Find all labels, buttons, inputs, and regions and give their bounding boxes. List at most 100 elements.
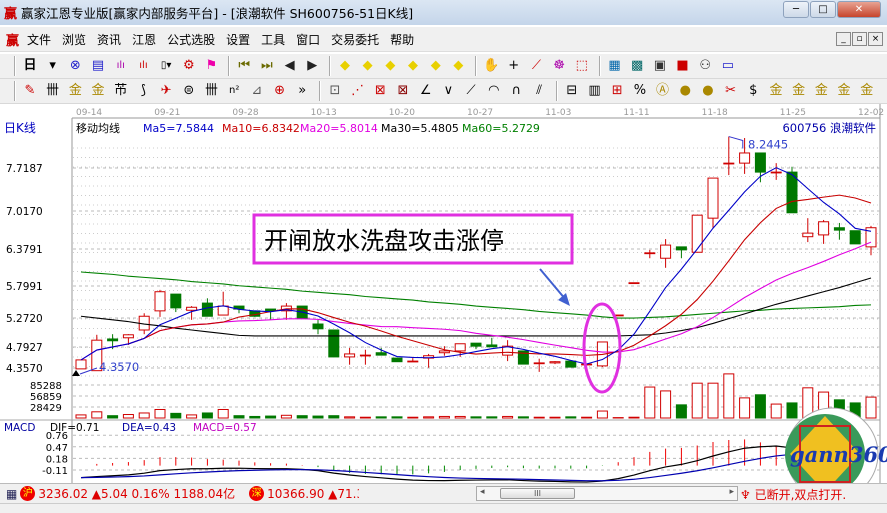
overlay-icon[interactable]: ⊗ <box>69 58 81 73</box>
calendar-icon[interactable]: ▦ <box>608 58 621 73</box>
gold3-icon[interactable]: 金 <box>769 83 783 98</box>
arc-icon[interactable]: ◠ <box>488 83 500 98</box>
menu-window[interactable]: 窗口 <box>296 32 321 47</box>
move-right-icon[interactable]: ◆ <box>362 58 373 73</box>
indicator3-icon[interactable]: ılı <box>116 60 125 71</box>
menu-file[interactable]: 文件 <box>27 32 52 47</box>
maximize-button[interactable]: □ <box>810 1 836 18</box>
target-icon[interactable]: ⊕ <box>274 83 286 98</box>
ticks-icon[interactable]: 卌 <box>46 83 60 98</box>
first-icon[interactable]: ⏮ <box>238 58 251 73</box>
calculator-icon[interactable]: ▦ <box>6 486 18 501</box>
v-icon[interactable]: ∨ <box>443 83 454 98</box>
zoom-h-icon[interactable]: ◆ <box>385 58 396 73</box>
document-icon[interactable]: ▤ <box>91 58 105 73</box>
gann-box-icon[interactable]: ⊠ <box>397 83 409 98</box>
stamp-icon[interactable]: ⬚ <box>575 58 588 73</box>
menu-gann[interactable]: 江恩 <box>132 32 157 47</box>
connection-status[interactable]: ♆ 已断开,双点打开. <box>740 486 846 503</box>
period-button[interactable]: 日 <box>23 58 37 73</box>
mdi-close-button[interactable]: × <box>868 32 883 46</box>
candle-body <box>802 232 814 238</box>
menu-help[interactable]: 帮助 <box>390 32 415 47</box>
speed-icon[interactable]: ⟋ <box>466 83 476 98</box>
channel-icon[interactable]: ⫽ <box>536 83 543 98</box>
candle-body <box>818 221 830 236</box>
next-icon[interactable]: ▶ <box>307 58 318 73</box>
zoom-all-icon[interactable]: ◆ <box>430 58 441 73</box>
crosshair-icon[interactable]: + <box>508 58 520 73</box>
horizontal-scrollbar[interactable]: ◂ III ▸ <box>476 486 738 501</box>
cycle-icon[interactable]: ∩ <box>511 83 522 98</box>
last-icon[interactable]: ⏭ <box>261 58 273 73</box>
scroll-thumb[interactable]: III <box>500 488 575 499</box>
scroll-right-icon[interactable]: ▸ <box>729 487 734 497</box>
shrink-h-icon[interactable]: ◆ <box>408 58 418 73</box>
gold-icon[interactable]: 金 <box>68 83 82 98</box>
record-icon[interactable]: ■ <box>676 58 689 73</box>
volume-bar <box>754 394 766 419</box>
chart-x-icon[interactable]: ⊞ <box>611 83 623 98</box>
line-icon[interactable]: ⟋ <box>531 58 541 73</box>
bars-icon[interactable]: ▥ <box>588 83 601 98</box>
volume-bar <box>122 414 134 419</box>
fib-icon[interactable]: 芇 <box>114 83 128 98</box>
candle-style-icon[interactable]: ▯▾ <box>160 60 172 71</box>
tag-icon[interactable]: ☸ <box>553 58 565 73</box>
box-icon[interactable]: ⊡ <box>329 83 341 98</box>
screen-icon[interactable]: ▣ <box>653 58 667 73</box>
mdi-minimize-button[interactable]: _ <box>836 32 851 46</box>
move-left-icon[interactable]: ◆ <box>339 58 350 73</box>
grid-fan-icon[interactable]: ⊠ <box>374 83 386 98</box>
gold6-icon[interactable]: 金 <box>837 83 851 98</box>
menu-info[interactable]: 资讯 <box>97 32 122 47</box>
angle-icon[interactable]: ∠ <box>419 83 432 98</box>
triangle-icon[interactable]: ⊿ <box>251 83 263 98</box>
low-marker: 4.3570 <box>99 360 139 374</box>
scroll-left-icon[interactable]: ◂ <box>480 487 485 497</box>
spiral-icon[interactable]: ⟆ <box>140 83 146 98</box>
rocket-icon[interactable]: ✈ <box>160 83 172 98</box>
ticks2-icon[interactable]: 卌 <box>204 83 218 98</box>
gold2-icon[interactable]: 金 <box>91 83 105 98</box>
volume-bar <box>201 412 213 419</box>
dollar-icon[interactable]: $ <box>749 83 758 98</box>
percent-icon[interactable]: % <box>633 83 647 98</box>
menu-tools[interactable]: 工具 <box>261 32 286 47</box>
ruler-icon[interactable]: ⊟ <box>566 83 578 98</box>
menu-trade[interactable]: 交易委托 <box>331 32 380 47</box>
coin2-icon[interactable]: ● <box>702 83 714 98</box>
cut-icon[interactable]: ✂ <box>725 83 737 98</box>
gold7-icon[interactable]: 金 <box>860 83 874 98</box>
toolbar-main: 日 ▾ ⊗ ▤ ılı ılı ▯▾ ⚙ ⚑ ⏮ ⏭ ◀ ▶ ◆ ◆ ◆ ◆ ◆ ◆ ✋ + ⟋ ☸ ⬚ ▦ ▩ ▣ ■ ⚇ ▭ <box>0 54 887 79</box>
shenzhen-index-icon: 深 <box>249 486 265 501</box>
zoom-v-icon[interactable]: ◆ <box>453 58 464 73</box>
pen-icon[interactable]: ✎ <box>24 83 36 98</box>
ma60-line <box>80 271 872 319</box>
circle-grid-icon[interactable]: ⊜ <box>183 83 195 98</box>
fan-icon[interactable]: ⋰ <box>351 83 365 98</box>
hand-icon[interactable]: ✋ <box>482 58 500 73</box>
indicator9-icon[interactable]: ılı <box>139 60 148 71</box>
text-icon[interactable]: Ⓐ <box>656 83 670 98</box>
menu-settings[interactable]: 设置 <box>226 32 251 47</box>
menu-formula[interactable]: 公式选股 <box>167 32 216 47</box>
kline-chart[interactable]: 09-14 09-21 09-28 10-13 10-20 10-27 11-03 11-11… <box>0 104 887 483</box>
n2-icon[interactable]: n² <box>229 85 240 96</box>
menu-browse[interactable]: 浏览 <box>62 32 87 47</box>
logo-diamond <box>790 416 860 483</box>
flag-icon[interactable]: ⚑ <box>205 58 218 73</box>
grid-icon[interactable]: ▩ <box>631 58 644 73</box>
minimize-button[interactable]: ─ <box>783 1 809 18</box>
more-icon[interactable]: » <box>298 83 307 98</box>
close-button[interactable]: ✕ <box>837 1 881 18</box>
prev-icon[interactable]: ◀ <box>284 58 295 73</box>
chart-type-icon[interactable]: ▾ <box>49 58 56 73</box>
coin-icon[interactable]: ● <box>679 83 691 98</box>
network-icon[interactable]: ⚇ <box>699 58 712 73</box>
mdi-restore-button[interactable]: ▫ <box>852 32 867 46</box>
gold5-icon[interactable]: 金 <box>814 83 828 98</box>
gold4-icon[interactable]: 金 <box>792 83 806 98</box>
bus-icon[interactable]: ▭ <box>721 58 735 73</box>
weight-icon[interactable]: ⚙ <box>182 58 195 73</box>
